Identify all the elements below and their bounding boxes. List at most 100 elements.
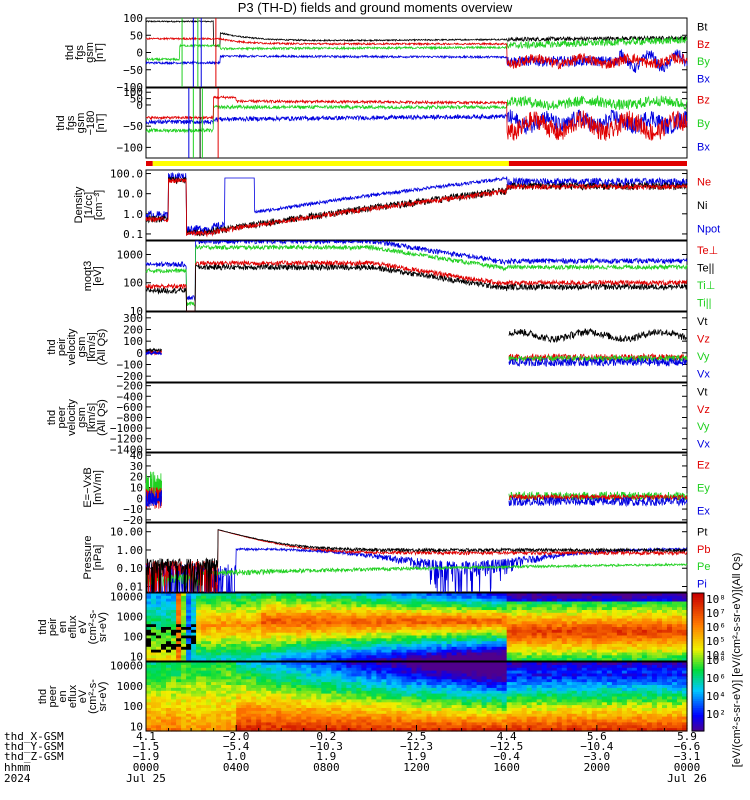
spectrogram-bin [586, 593, 593, 597]
spectrogram-bin [496, 699, 503, 703]
spectrogram-bin [341, 685, 347, 689]
spectrogram-bin [541, 652, 548, 656]
spectrogram-bin [371, 673, 377, 677]
spectrogram-bin [416, 621, 423, 625]
spectrogram-bin [276, 612, 282, 617]
spectrogram-bin [146, 728, 152, 732]
spectrogram-bin [326, 670, 332, 675]
spectrogram-bin [436, 716, 443, 721]
spectrogram-bin [541, 618, 548, 622]
spectrogram-bin [366, 682, 372, 686]
spectrogram-bin [286, 624, 292, 628]
spectrogram-bin [286, 646, 292, 651]
spectrogram-bin [506, 662, 513, 666]
spectrogram-bin [281, 705, 287, 709]
spectrogram-bin [481, 690, 488, 695]
spectrogram-bin [566, 632, 573, 637]
spectrogram-bin [546, 673, 553, 677]
spectrogram-bin [506, 629, 513, 634]
spectrogram-bin [406, 635, 413, 639]
spectrogram-bin [196, 682, 202, 686]
spectrogram-bin [416, 593, 423, 597]
spectrogram-bin [556, 652, 563, 656]
spectrogram-bin [401, 627, 408, 631]
spectrogram-bin [591, 604, 598, 608]
spectrogram-bin [672, 595, 678, 600]
spectrogram-bin [601, 601, 608, 605]
spectrogram-bin [176, 719, 182, 723]
spectrogram-bin [161, 641, 167, 645]
spectrogram-bin [556, 696, 563, 700]
spectrogram-bin [186, 679, 192, 683]
spectrogram-bin [441, 725, 448, 729]
spectrogram-bin [306, 610, 312, 614]
spectrogram-bin [601, 644, 608, 648]
spectrogram-bin [191, 682, 197, 686]
spectrogram-bin [381, 601, 387, 605]
spectrogram-bin [621, 604, 628, 608]
spectrogram-bin [346, 593, 352, 597]
spectrogram-bin [536, 652, 543, 656]
spectrogram-bin [246, 598, 252, 603]
spectrogram-bin [171, 595, 177, 600]
spectrogram-bin [261, 702, 267, 706]
spectrogram-bin [346, 676, 352, 680]
spectrogram-bin [271, 615, 277, 620]
spectrogram-bin [151, 713, 157, 718]
spectrogram-bin [381, 635, 387, 639]
spectrogram-bin [446, 635, 453, 639]
spectrogram-bin [481, 685, 488, 689]
spectrogram-bin [151, 627, 157, 631]
spectrogram-bin [662, 624, 668, 628]
spectrogram-bin [516, 705, 523, 709]
spectrogram-bin [306, 719, 312, 723]
spectrogram-bin [336, 632, 342, 637]
spectrogram-bin [531, 685, 538, 689]
spectrogram-bin [251, 705, 257, 709]
spectrogram-bin [421, 673, 428, 677]
spectrogram-bin [591, 673, 598, 677]
spectrogram-bin [151, 664, 157, 669]
spectrogram-bin [596, 641, 603, 645]
spectrogram-bin [401, 641, 408, 645]
spectrogram-bin [241, 595, 247, 600]
spectrogram-bin [216, 716, 222, 721]
spectrogram-bin [256, 632, 262, 637]
spectrogram-bin [461, 722, 468, 726]
spectrogram-bin [156, 673, 162, 677]
spectrogram-bin [371, 593, 377, 597]
y-tick-label: 10000 [110, 660, 143, 673]
y-tick-label: −50 [123, 64, 143, 77]
spectrogram-bin [441, 705, 448, 709]
spectrogram-bin [496, 624, 503, 628]
spectrogram-bin [196, 652, 202, 656]
spectrogram-bin [316, 632, 322, 637]
spectrogram-bin [551, 652, 558, 656]
spectrogram-bin [176, 710, 182, 715]
spectrogram-bin [471, 604, 478, 608]
spectrogram-bin [646, 593, 653, 597]
spectrogram-bin [526, 658, 533, 662]
spectrogram-bin [506, 702, 513, 706]
spectrogram-bin [231, 699, 237, 703]
spectrogram-bin [546, 679, 553, 683]
spectrogram-bin [201, 708, 207, 712]
spectrogram-bin [466, 719, 473, 723]
spectrogram-bin [521, 610, 528, 614]
spectrogram-bin [667, 644, 673, 648]
spectrogram-bin [651, 593, 658, 597]
spectrogram-bin [436, 632, 443, 637]
spectrogram-bin [206, 679, 212, 683]
spectrogram-bin [461, 601, 468, 605]
spectrogram-bin [346, 658, 352, 662]
spectrogram-bin [276, 673, 282, 677]
spectrogram-bin [571, 713, 578, 718]
spectrogram-bin [421, 693, 428, 698]
spectrogram-bin [491, 658, 498, 662]
spectrogram-bin [621, 658, 628, 662]
spectrogram-bin [306, 621, 312, 625]
spectrogram-bin [476, 702, 483, 706]
spectrogram-bin [371, 682, 377, 686]
spectrogram-bin [261, 607, 267, 611]
